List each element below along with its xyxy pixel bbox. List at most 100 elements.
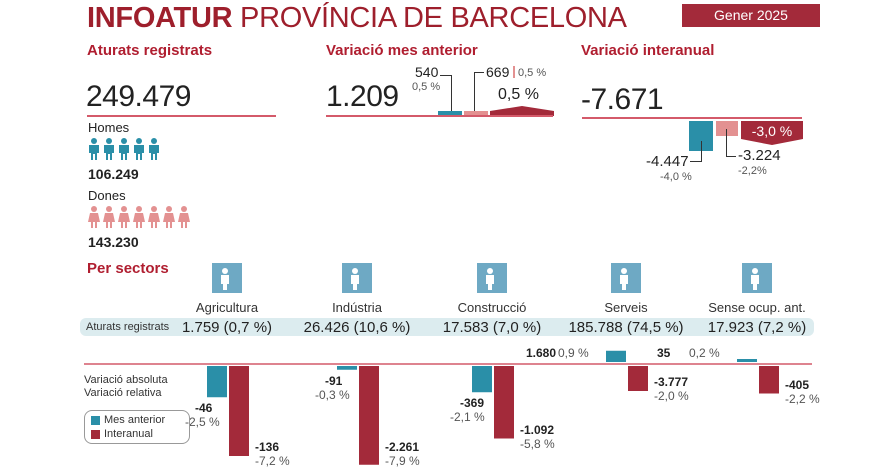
- chart-legend: Mes anterior Interanual: [84, 410, 190, 444]
- divider: [326, 115, 553, 117]
- person-icon: [742, 263, 772, 293]
- man-figure-icon: [116, 138, 131, 164]
- mes-dones-leader: [474, 72, 484, 112]
- inter-dones-pct: -2,2%: [738, 165, 767, 177]
- bar-pct-label: -7,9 %: [385, 454, 420, 468]
- legend-inter-label: Interanual: [104, 428, 153, 440]
- bar-mes-anterior: [337, 366, 357, 370]
- construction-icon: [477, 263, 507, 293]
- bar-value-label: -2.261: [385, 440, 420, 454]
- bar-pct-label: -2,5 %: [185, 415, 220, 430]
- legend-abs-label: Variació absoluta: [84, 374, 168, 386]
- sector-name: Serveis: [604, 300, 648, 315]
- bar-value-label: -1.092: [520, 422, 555, 437]
- interanual-heading: Variació interanual: [581, 42, 715, 59]
- bar-interanual: [759, 366, 779, 394]
- mes-dones-pct: 0,5 %: [518, 67, 547, 79]
- sector-value: 17.583 (7,0 %): [442, 319, 542, 336]
- title-brand: INFOATUR: [87, 2, 233, 34]
- bar-value-label: -369: [460, 396, 485, 411]
- sector-name: Construcció: [457, 300, 527, 315]
- mes-homes-value: 540: [415, 64, 439, 80]
- sector-value: 1.759 (0,7 %): [181, 319, 273, 336]
- period-badge: Gener 2025: [682, 4, 820, 27]
- bar-pct-label: 0,9 %: [558, 346, 589, 360]
- inter-homes-leader: [690, 141, 702, 162]
- bar-value-label: -3.777: [654, 375, 689, 389]
- bar-value-label: -405: [785, 377, 810, 392]
- sectors-heading: Per sectors: [87, 260, 169, 277]
- mes-anterior-heading: Variació mes anterior: [326, 42, 478, 59]
- interanual-total: -7.671: [581, 83, 664, 116]
- woman-figure-icon: [131, 206, 146, 232]
- bar-pct-label: -0,3 %: [315, 387, 350, 402]
- legend-swatch-mes: [91, 415, 100, 425]
- bar-pct-label: -5,8 %: [520, 436, 555, 451]
- sector-row-label: Aturats registrats: [86, 321, 170, 333]
- mes-total-pct: 0,5 %: [498, 86, 539, 103]
- inter-homes-value: -4.447: [646, 153, 689, 170]
- mes-dones-value: 669: [486, 64, 510, 80]
- men-figures: [86, 138, 161, 162]
- dones-value: 143.230: [88, 234, 139, 250]
- bar-pct-label: -2,2 %: [785, 391, 820, 406]
- separator: [513, 66, 515, 78]
- sector-name: Agricultura: [195, 300, 259, 315]
- bar-pct-label: 0,2 %: [689, 346, 720, 360]
- mes-homes-pct: 0,5 %: [412, 81, 441, 93]
- mes-total-bar: [490, 106, 554, 116]
- mes-dones-bar: [464, 111, 488, 115]
- woman-figure-icon: [176, 206, 191, 232]
- services-icon: [611, 263, 641, 293]
- legend-mes-label: Mes anterior: [104, 414, 166, 426]
- sector-variation-chart: [84, 350, 812, 465]
- bar-mes-anterior: [207, 366, 227, 398]
- sector-totals-band: [80, 318, 814, 336]
- bar-interanual: [628, 366, 648, 391]
- sector-name: Indústria: [332, 300, 382, 315]
- inter-total-bar: [741, 121, 803, 145]
- inter-homes-pct: -4,0 %: [660, 171, 692, 183]
- woman-figure-icon: [161, 206, 176, 232]
- bar-value-label: -91: [325, 373, 343, 388]
- bar-interanual: [229, 366, 249, 456]
- sector-value: 17.923 (7,2 %): [707, 319, 807, 336]
- legend-item-mes: Mes anterior: [91, 413, 189, 427]
- bar-value-label: -136: [255, 440, 280, 454]
- woman-figure-icon: [101, 206, 116, 232]
- bar-mes-anterior: [472, 366, 492, 393]
- bar-mes-anterior: [606, 350, 626, 362]
- inter-dones-value: -3.224: [738, 147, 781, 164]
- woman-figure-icon: [86, 206, 101, 232]
- homes-value: 106.249: [88, 166, 139, 182]
- sector-value: 185.788 (74,5 %): [568, 319, 684, 336]
- women-figures: [86, 206, 191, 230]
- man-figure-icon: [131, 138, 146, 164]
- man-figure-icon: [86, 138, 101, 164]
- woman-figure-icon: [146, 206, 161, 232]
- dones-label: Dones: [88, 188, 126, 203]
- mes-homes-bar: [438, 111, 462, 115]
- bar-mes-anterior: [737, 359, 757, 362]
- page-title: INFOATUR PROVÍNCIA DE BARCELONA: [87, 2, 627, 35]
- divider: [87, 115, 276, 117]
- man-figure-icon: [101, 138, 116, 164]
- mes-homes-leader: [440, 75, 452, 111]
- aturats-heading: Aturats registrats: [87, 42, 213, 59]
- bar-value-label: 1.680: [526, 346, 557, 360]
- mes-anterior-total: 1.209: [326, 80, 399, 113]
- bar-pct-label: -2,1 %: [450, 410, 485, 425]
- bar-pct-label: -2,0 %: [654, 389, 689, 403]
- inter-dones-bar: [716, 121, 738, 136]
- legend-swatch-inter: [91, 429, 100, 439]
- title-region: PROVÍNCIA DE BARCELONA: [240, 2, 627, 34]
- divider: [582, 117, 802, 119]
- agriculture-icon: [212, 263, 242, 293]
- homes-label: Homes: [88, 120, 130, 135]
- bar-interanual: [359, 366, 379, 465]
- legend-rel-label: Variació relativa: [84, 387, 162, 399]
- bar-pct-label: -7,2 %: [255, 454, 290, 468]
- industry-icon: [342, 263, 372, 293]
- bar-value-label: -46: [195, 401, 213, 416]
- bar-value-label: 35: [657, 346, 671, 360]
